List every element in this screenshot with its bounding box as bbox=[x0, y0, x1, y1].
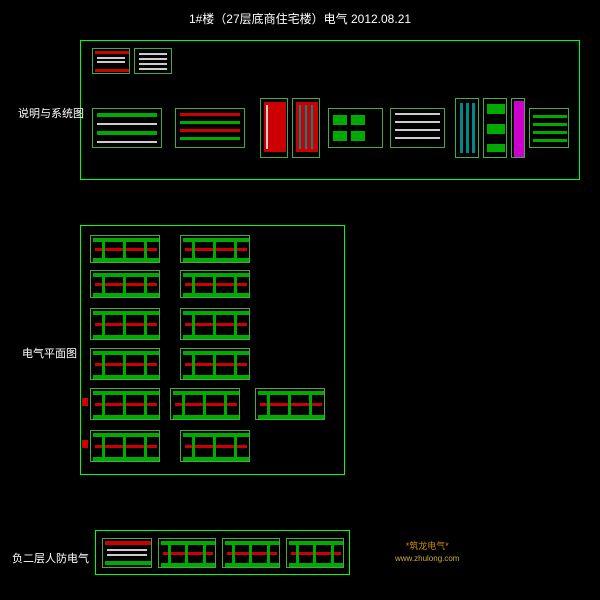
drawing-thumbnail[interactable] bbox=[90, 270, 160, 298]
drawing-thumbnail[interactable] bbox=[180, 348, 250, 380]
row-marker bbox=[82, 398, 88, 406]
drawing-thumbnail[interactable] bbox=[90, 388, 160, 420]
section-label: 电气平面图 bbox=[22, 345, 77, 361]
drawing-thumbnail[interactable] bbox=[328, 108, 383, 148]
drawing-thumbnail[interactable] bbox=[175, 108, 245, 148]
drawing-thumbnail[interactable] bbox=[260, 98, 288, 158]
drawing-thumbnail[interactable] bbox=[158, 538, 216, 568]
drawing-thumbnail[interactable] bbox=[170, 388, 240, 420]
drawing-thumbnail[interactable] bbox=[483, 98, 507, 158]
watermark-line1: *筑龙电气* bbox=[395, 540, 459, 553]
drawing-thumbnail[interactable] bbox=[180, 270, 250, 298]
drawing-thumbnail[interactable] bbox=[455, 98, 479, 158]
drawing-thumbnail[interactable] bbox=[90, 235, 160, 263]
drawing-thumbnail[interactable] bbox=[511, 98, 525, 158]
section-label: 说明与系统图 bbox=[18, 105, 84, 121]
drawing-thumbnail[interactable] bbox=[286, 538, 344, 568]
drawing-thumbnail[interactable] bbox=[90, 348, 160, 380]
drawing-thumbnail[interactable] bbox=[222, 538, 280, 568]
drawing-thumbnail[interactable] bbox=[390, 108, 445, 148]
drawing-thumbnail[interactable] bbox=[292, 98, 320, 158]
drawing-thumbnail[interactable] bbox=[134, 48, 172, 74]
row-marker bbox=[82, 440, 88, 448]
drawing-thumbnail[interactable] bbox=[180, 235, 250, 263]
drawing-thumbnail[interactable] bbox=[90, 308, 160, 340]
drawing-thumbnail[interactable] bbox=[92, 48, 130, 74]
watermark-link: www.zhulong.com bbox=[395, 553, 459, 564]
watermark: *筑龙电气*www.zhulong.com bbox=[395, 540, 459, 564]
drawing-thumbnail[interactable] bbox=[255, 388, 325, 420]
drawing-thumbnail[interactable] bbox=[529, 108, 569, 148]
drawing-thumbnail[interactable] bbox=[180, 308, 250, 340]
drawing-thumbnail[interactable] bbox=[92, 108, 162, 148]
page-title: 1#楼（27层底商住宅楼）电气 2012.08.21 bbox=[0, 0, 600, 27]
section-label: 负二层人防电气 bbox=[12, 550, 89, 566]
drawing-thumbnail[interactable] bbox=[102, 538, 152, 568]
drawing-thumbnail[interactable] bbox=[180, 430, 250, 462]
drawing-thumbnail[interactable] bbox=[90, 430, 160, 462]
